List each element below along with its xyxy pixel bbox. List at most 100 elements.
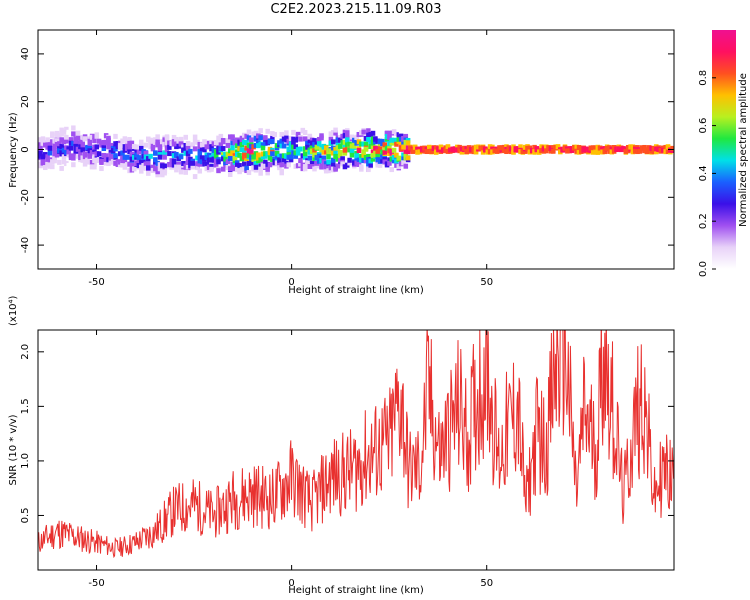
heatmap-cell [342, 150, 348, 156]
heatmap-cell [239, 156, 245, 162]
heatmap-cell [171, 139, 177, 145]
heatmap-cell [309, 164, 315, 170]
heatmap-cell [256, 143, 261, 149]
heatmap-cell [574, 144, 579, 150]
heatmap-cell [405, 149, 411, 155]
heatmap-cell [438, 144, 444, 150]
heatmap-cell [57, 148, 62, 154]
heatmap-cell [146, 170, 151, 176]
heatmap-cell [431, 145, 437, 151]
heatmap-cell [412, 144, 418, 150]
heatmap-cell [174, 141, 179, 147]
heatmap-cell [249, 160, 254, 166]
heatmap-cell [394, 131, 399, 137]
heatmap-cell [225, 159, 231, 165]
heatmap-cell [520, 148, 526, 154]
heatmap-cell [534, 147, 540, 153]
heatmap-cell [239, 137, 245, 143]
heatmap-cell [190, 142, 196, 148]
heatmap-cell [323, 145, 329, 151]
heatmap-cell [101, 139, 107, 145]
heatmap-cell [328, 131, 334, 137]
heatmap-cell [333, 150, 338, 156]
heatmap-cell [382, 145, 387, 151]
heatmap-cell [347, 160, 352, 166]
heatmap-cell [429, 148, 434, 154]
heatmap-cell [396, 136, 402, 142]
heatmap-cell [176, 161, 181, 167]
heatmap-cell [384, 133, 390, 139]
heatmap-cell [122, 147, 128, 153]
heatmap-cell [45, 137, 50, 143]
heatmap-cell [139, 168, 144, 174]
heatmap-cell [607, 148, 612, 154]
heatmap-cell [396, 164, 402, 170]
heatmap-cell [80, 147, 85, 153]
heatmap-cell [260, 151, 266, 157]
heatmap-cell [658, 148, 664, 154]
heatmap-cell [59, 144, 64, 150]
heatmap-cell [66, 163, 71, 169]
heatmap-cell [258, 166, 263, 172]
heatmap-cell [288, 154, 294, 160]
heatmap-cell [345, 142, 350, 148]
heatmap-cell [103, 160, 109, 166]
heatmap-cell [162, 163, 167, 169]
heatmap-cell [333, 166, 338, 172]
heatmap-cell [80, 155, 85, 161]
heatmap-cell [338, 137, 343, 143]
heatmap-cell [593, 149, 598, 155]
heatmap-cell [279, 138, 284, 144]
heatmap-cell [300, 128, 306, 134]
heatmap-cell [258, 135, 263, 141]
heatmap-cell [251, 154, 256, 160]
heatmap-cell [426, 148, 432, 154]
heatmap-cell [368, 131, 373, 137]
heatmap-cell [185, 151, 191, 157]
heatmap-cell [569, 147, 575, 153]
heatmap-cell [457, 144, 462, 150]
heatmap-cell [246, 170, 252, 176]
heatmap-cell [80, 134, 85, 140]
heatmap-cell [223, 162, 228, 168]
heatmap-cell [150, 164, 156, 170]
heatmap-cell [61, 147, 67, 153]
heatmap-cell [157, 162, 163, 168]
heatmap-cell [403, 149, 409, 155]
heatmap-cell [356, 161, 362, 167]
heatmap-cell [312, 166, 317, 172]
heatmap-cell [169, 141, 174, 147]
heatmap-cell [204, 154, 210, 160]
heatmap-cell [298, 146, 303, 152]
heatmap-cell [164, 168, 170, 174]
heatmap-cell [253, 167, 259, 173]
heatmap-cell [284, 153, 289, 159]
heatmap-cell [377, 139, 383, 145]
heatmap-cell [108, 142, 114, 148]
heatmap-cell [370, 144, 376, 150]
heatmap-cell [333, 146, 338, 152]
heatmap-cell [319, 157, 324, 163]
heatmap-cell [347, 147, 352, 153]
heatmap-cell [141, 153, 146, 159]
heatmap-cell [518, 149, 523, 155]
heatmap-cell [532, 149, 537, 155]
heatmap-cell [302, 166, 308, 172]
heatmap-cell [267, 162, 273, 168]
heatmap-cell [366, 132, 371, 138]
heatmap-cell [384, 136, 390, 142]
heatmap-cell [396, 132, 402, 138]
heatmap-cell [155, 165, 160, 171]
heatmap-cell [387, 160, 392, 166]
heatmap-cell [623, 148, 629, 154]
heatmap-cell [330, 150, 336, 156]
heatmap-cell [270, 138, 275, 144]
heatmap-cell [387, 151, 392, 157]
heatmap-cell [227, 151, 233, 157]
heatmap-cell [522, 144, 528, 150]
heatmap-cell [134, 152, 139, 158]
heatmap-cell [333, 127, 338, 133]
heatmap-cell [295, 147, 301, 153]
heatmap-cell [464, 146, 469, 152]
heatmap-cell [216, 168, 221, 174]
